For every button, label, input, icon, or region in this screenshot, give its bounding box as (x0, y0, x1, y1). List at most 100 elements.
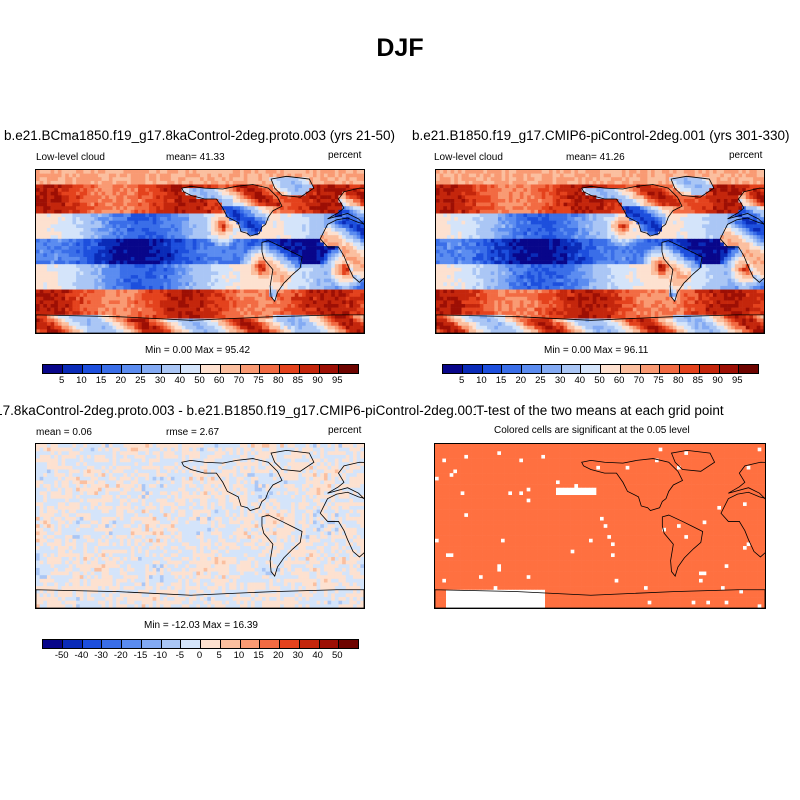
grid-cell (200, 249, 204, 254)
grid-cell (600, 184, 604, 189)
grid-cell (309, 191, 314, 196)
grid-cell (592, 195, 597, 200)
grid-cell (170, 307, 175, 312)
grid-cell (65, 242, 70, 247)
grid-cell (574, 173, 579, 178)
grid-cell (36, 278, 40, 283)
grid-cell (643, 188, 648, 193)
grid-cell (108, 170, 113, 174)
grid-cell (76, 220, 81, 225)
grid-cell (720, 180, 725, 185)
grid-cell (287, 289, 292, 294)
grid-cell (83, 227, 88, 232)
grid-cell (291, 213, 296, 218)
grid-cell (272, 170, 277, 174)
grid-cell (345, 256, 350, 261)
grid-cell (159, 293, 164, 298)
grid-cell (105, 238, 110, 243)
grid-cell (309, 249, 314, 254)
grid-cell (159, 264, 164, 269)
grid-cell (105, 224, 110, 229)
grid-cell (76, 285, 81, 290)
grid-cell (87, 217, 91, 222)
grid-cell (130, 300, 135, 305)
grid-cell (269, 285, 274, 290)
grid-cell (269, 264, 274, 269)
grid-cell (210, 170, 215, 174)
grid-cell (65, 235, 70, 240)
grid-cell (68, 213, 73, 218)
grid-cell (90, 300, 95, 305)
grid-cell (65, 220, 70, 225)
grid-cell (487, 173, 491, 178)
grid-cell (141, 267, 146, 272)
grid-cell (731, 191, 736, 196)
grid-cell (709, 177, 714, 182)
grid-cell (316, 304, 321, 308)
grid-cell (90, 267, 95, 272)
grid-cell (108, 271, 113, 276)
grid-cell (156, 224, 161, 229)
grid-cell (356, 296, 361, 301)
grid-cell (461, 170, 466, 174)
grid-cell (334, 180, 339, 185)
grid-cell (108, 296, 113, 301)
grid-cell (305, 170, 310, 174)
grid-cell (334, 285, 339, 290)
grid-cell (342, 304, 347, 308)
grid-cell (323, 282, 328, 287)
grid-cell (119, 227, 124, 232)
grid-cell (181, 191, 186, 196)
grid-cell (323, 325, 328, 330)
grid-cell (632, 173, 637, 178)
grid-cell (148, 224, 153, 229)
grid-cell (316, 224, 321, 229)
grid-cell (272, 293, 277, 298)
grid-cell (621, 191, 626, 196)
grid-cell (76, 322, 81, 327)
grid-cell (243, 289, 248, 294)
grid-cell (130, 235, 135, 240)
grid-cell (138, 278, 142, 283)
grid-cell (196, 329, 201, 333)
grid-cell (54, 322, 59, 327)
grid-cell (305, 267, 310, 272)
grid-cell (163, 202, 168, 207)
grid-cell (156, 202, 161, 207)
grid-cell (200, 180, 204, 185)
grid-cell (76, 256, 81, 261)
grid-cell (272, 217, 277, 222)
grid-cell (225, 209, 230, 214)
grid-cell (331, 256, 336, 261)
grid-cell (589, 173, 594, 178)
grid-cell (43, 238, 48, 243)
grid-cell (494, 184, 499, 189)
grid-cell (196, 260, 201, 265)
grid-cell (207, 267, 212, 272)
grid-cell (61, 213, 66, 218)
grid-cell (738, 177, 743, 182)
grid-cell (338, 195, 343, 200)
grid-cell (189, 322, 194, 327)
grid-cell (163, 285, 168, 290)
grid-cell (709, 173, 714, 178)
grid-cell (676, 177, 681, 182)
grid-cell (316, 173, 321, 178)
grid-cell (552, 170, 557, 174)
grid-cell (43, 177, 48, 182)
grid-cell (276, 177, 281, 182)
grid-cell (345, 206, 350, 211)
grid-cell (174, 289, 179, 294)
grid-cell (298, 311, 303, 316)
grid-cell (338, 249, 343, 254)
grid-cell (221, 238, 226, 243)
grid-cell (563, 173, 568, 178)
grid-cell (167, 271, 172, 276)
grid-cell (181, 235, 186, 240)
grid-cell (240, 188, 245, 193)
grid-cell (247, 296, 252, 301)
grid-cell (621, 195, 626, 200)
grid-cell (483, 177, 488, 182)
grid-cell (632, 198, 637, 203)
grid-cell (87, 322, 91, 327)
